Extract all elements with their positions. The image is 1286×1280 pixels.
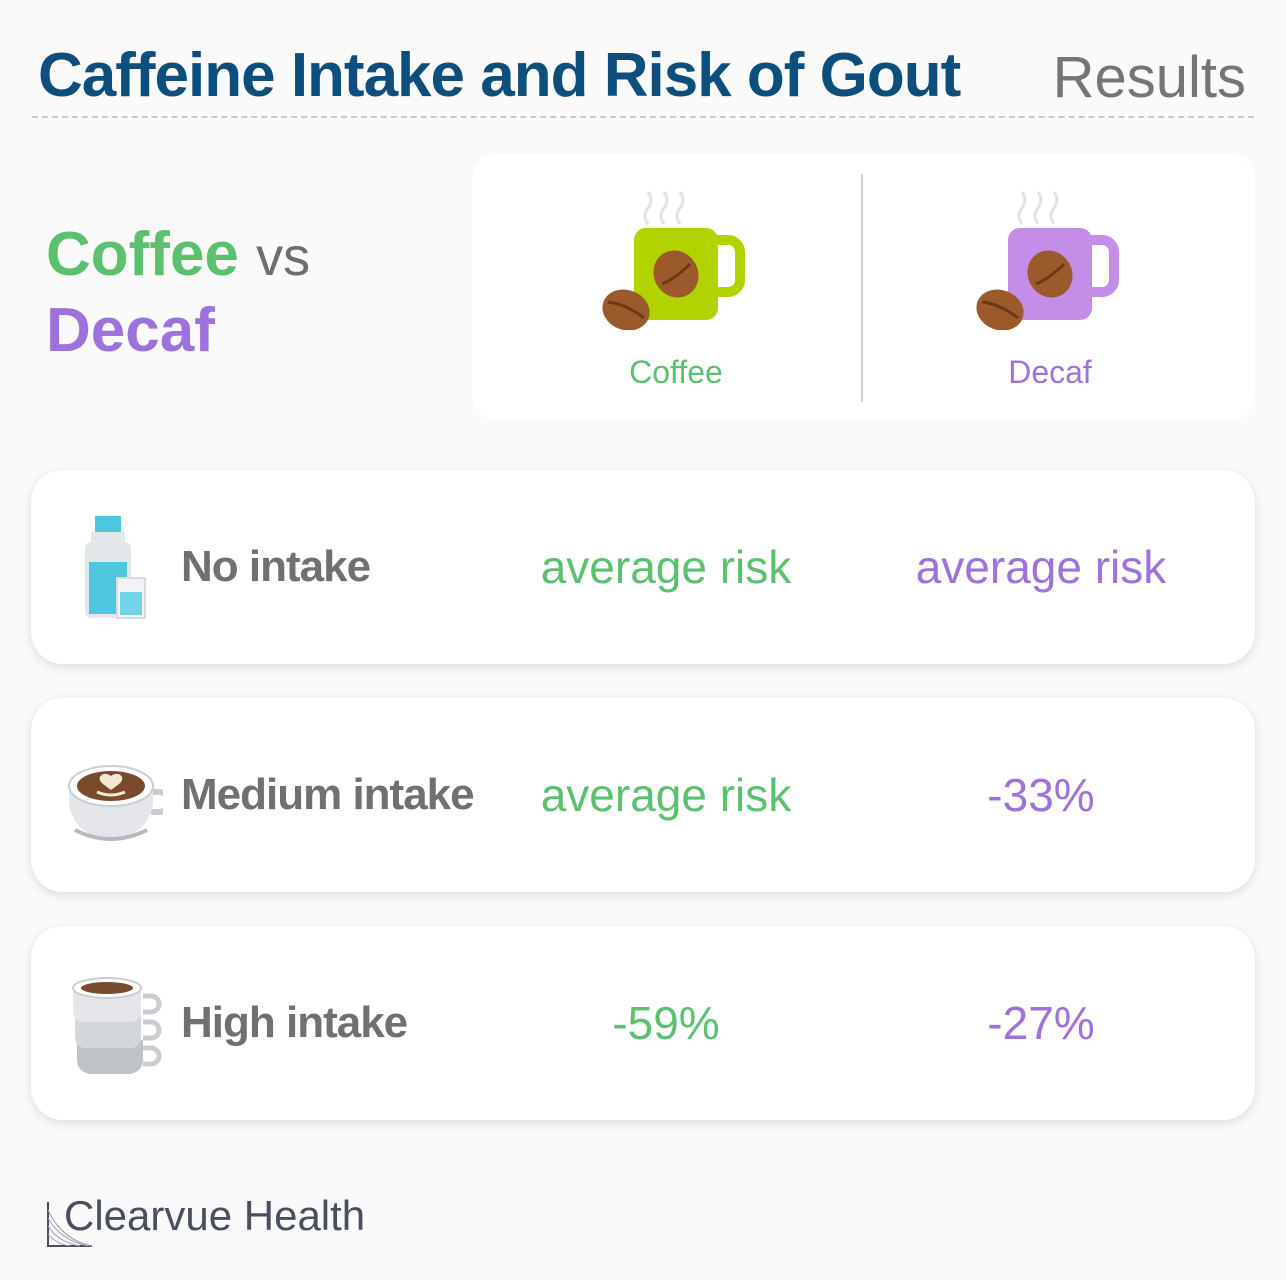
coffee-mug-icon — [602, 191, 745, 330]
legend-decaf-label: Decaf — [1008, 354, 1092, 390]
coffee-value: average risk — [540, 769, 792, 821]
legend-card: Coffee Decaf — [472, 154, 1255, 420]
brand-name: Clearvue Health — [64, 1192, 366, 1239]
comparison-vs: vs — [256, 227, 311, 287]
coffee-value: -59% — [612, 997, 720, 1049]
row-no-intake: No intake average risk average risk — [31, 470, 1255, 664]
header-divider — [32, 116, 1254, 118]
decaf-mug-icon — [976, 191, 1119, 330]
decaf-value: -33% — [987, 769, 1095, 821]
decaf-value: average risk — [915, 541, 1167, 593]
legend-separator — [861, 174, 863, 402]
decaf-value: -27% — [987, 997, 1095, 1049]
brand-logo-icon — [47, 1202, 93, 1247]
page-title: Caffeine Intake and Risk of Gout — [38, 41, 961, 110]
section-label: Results — [1052, 45, 1246, 110]
row-high-intake: High intake -59% -27% — [31, 926, 1255, 1120]
water-bottle-glass-icon — [85, 516, 146, 619]
stacked-cups-icon — [72, 977, 162, 1074]
legend-coffee-label: Coffee — [629, 354, 723, 390]
comparison-heading: Coffee vs Decaf — [46, 218, 310, 368]
row-label: No intake — [181, 542, 371, 591]
coffee-value: average risk — [540, 541, 792, 593]
latte-cup-icon — [68, 765, 163, 841]
row-label: High intake — [181, 998, 408, 1047]
comparison-decaf: Decaf — [46, 296, 215, 365]
comparison-coffee: Coffee — [46, 220, 239, 289]
row-medium-intake: Medium intake average risk -33% — [31, 698, 1255, 892]
row-label: Medium intake — [181, 770, 475, 819]
